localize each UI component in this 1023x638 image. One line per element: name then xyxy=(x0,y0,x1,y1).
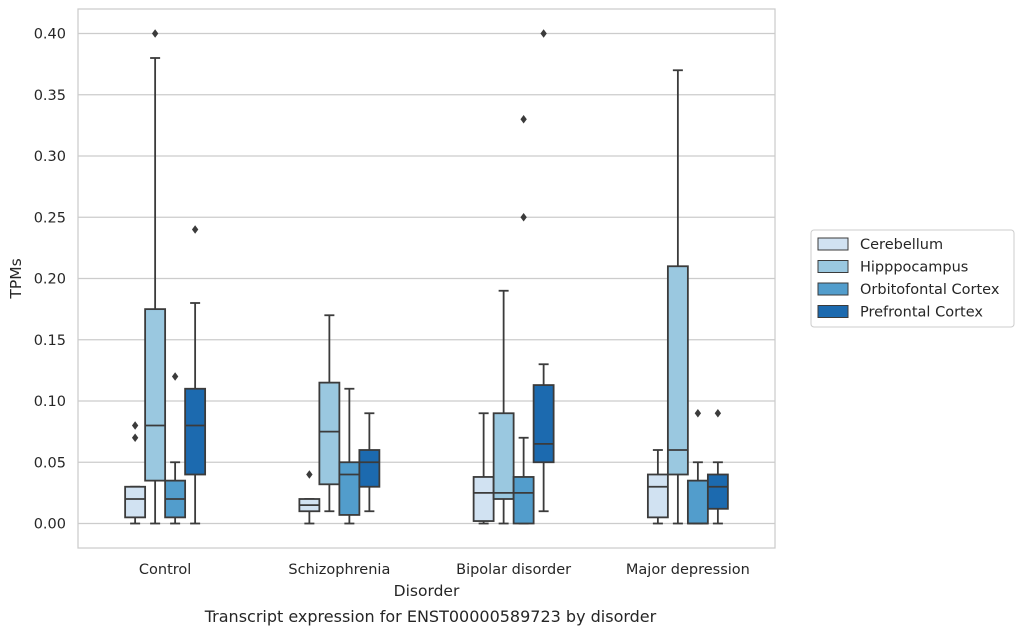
x-tick-label: Schizophrenia xyxy=(288,562,390,578)
outlier-point xyxy=(520,115,527,124)
outlier-point xyxy=(151,29,159,38)
box-iqr xyxy=(338,461,361,516)
box-orbitofontal-cortex xyxy=(164,372,187,525)
box-iqr xyxy=(358,449,381,488)
y-tick-label: 0.00 xyxy=(34,517,66,533)
box-orbitofontal-cortex xyxy=(512,115,535,525)
chart-caption: Transcript expression for ENST0000058972… xyxy=(204,607,657,626)
y-tick-label: 0.15 xyxy=(34,333,66,349)
y-tick-label: 0.20 xyxy=(34,272,66,288)
box-hipppocampus xyxy=(318,314,341,513)
box-iqr xyxy=(144,308,167,482)
box-layer xyxy=(124,29,729,525)
legend-entry-label: Prefrontal Cortex xyxy=(860,305,983,321)
box-iqr xyxy=(124,485,147,519)
box-iqr xyxy=(686,479,709,525)
legend-entry-label: Cerebellum xyxy=(860,237,943,253)
y-tick-label: 0.35 xyxy=(34,88,66,104)
legend: Cerebellum Hipppocampus Orbitofontal Corte… xyxy=(810,229,1015,328)
box-orbitofontal-cortex xyxy=(686,409,709,525)
y-tick-label: 0.05 xyxy=(34,455,66,471)
box-iqr xyxy=(318,381,341,486)
x-tick-label: Control xyxy=(139,562,191,578)
box-cerebellum xyxy=(298,470,321,525)
box-cerebellum xyxy=(472,412,495,525)
box-iqr xyxy=(646,473,669,519)
legend-swatch xyxy=(817,237,849,251)
y-tick-label: 0.30 xyxy=(34,149,66,165)
box-hipppocampus xyxy=(492,289,515,525)
legend-entry-label: Hipppocampus xyxy=(860,260,968,276)
x-tick-label: Bipolar disorder xyxy=(456,562,571,578)
legend-swatch xyxy=(817,260,849,273)
legend-swatch xyxy=(817,282,849,296)
box-iqr xyxy=(492,412,515,500)
box-hipppocampus xyxy=(666,69,689,525)
box-iqr xyxy=(706,473,729,510)
box-prefrontal-cortex xyxy=(706,409,729,525)
box-iqr xyxy=(512,476,535,525)
outlier-point xyxy=(694,409,702,418)
outlier-point xyxy=(306,470,313,479)
box-prefrontal-cortex xyxy=(358,412,381,513)
legend-swatch xyxy=(817,305,849,318)
y-axis-label: TPMs xyxy=(7,258,25,299)
y-tick-label: 0.25 xyxy=(34,210,66,226)
box-iqr xyxy=(532,384,555,464)
legend-entry-label: Orbitofontal Cortex xyxy=(860,282,1000,298)
outlier-point xyxy=(540,29,547,38)
box-iqr xyxy=(666,265,689,476)
legend-frame xyxy=(810,229,1015,328)
box-iqr xyxy=(184,387,207,476)
outlier-point xyxy=(131,421,139,430)
plot-frame xyxy=(77,8,776,549)
outlier-point xyxy=(714,409,722,418)
y-tick-label: 0.40 xyxy=(34,27,66,43)
box-prefrontal-cortex xyxy=(532,29,555,513)
outlier-point xyxy=(191,225,199,234)
x-axis-label: Disorder xyxy=(394,582,460,600)
outlier-point xyxy=(520,213,527,222)
box-prefrontal-cortex xyxy=(184,225,207,525)
box-orbitofontal-cortex xyxy=(338,387,361,525)
y-tick-label: 0.10 xyxy=(34,394,66,410)
box-cerebellum xyxy=(646,449,669,525)
box-cerebellum xyxy=(124,421,147,525)
y-tick-labels: 0.00 0.05 0.10 0.15 0.20 0.25 0.30 0.35 0.40 xyxy=(34,27,66,533)
outlier-point xyxy=(171,372,179,381)
box-iqr xyxy=(472,476,495,522)
x-tick-labels: Control Schizophrenia Bipolar disorder Majo… xyxy=(139,562,750,578)
box-hipppocampus xyxy=(144,29,167,525)
x-tick-label: Major depression xyxy=(626,562,750,578)
outlier-point xyxy=(131,433,139,442)
